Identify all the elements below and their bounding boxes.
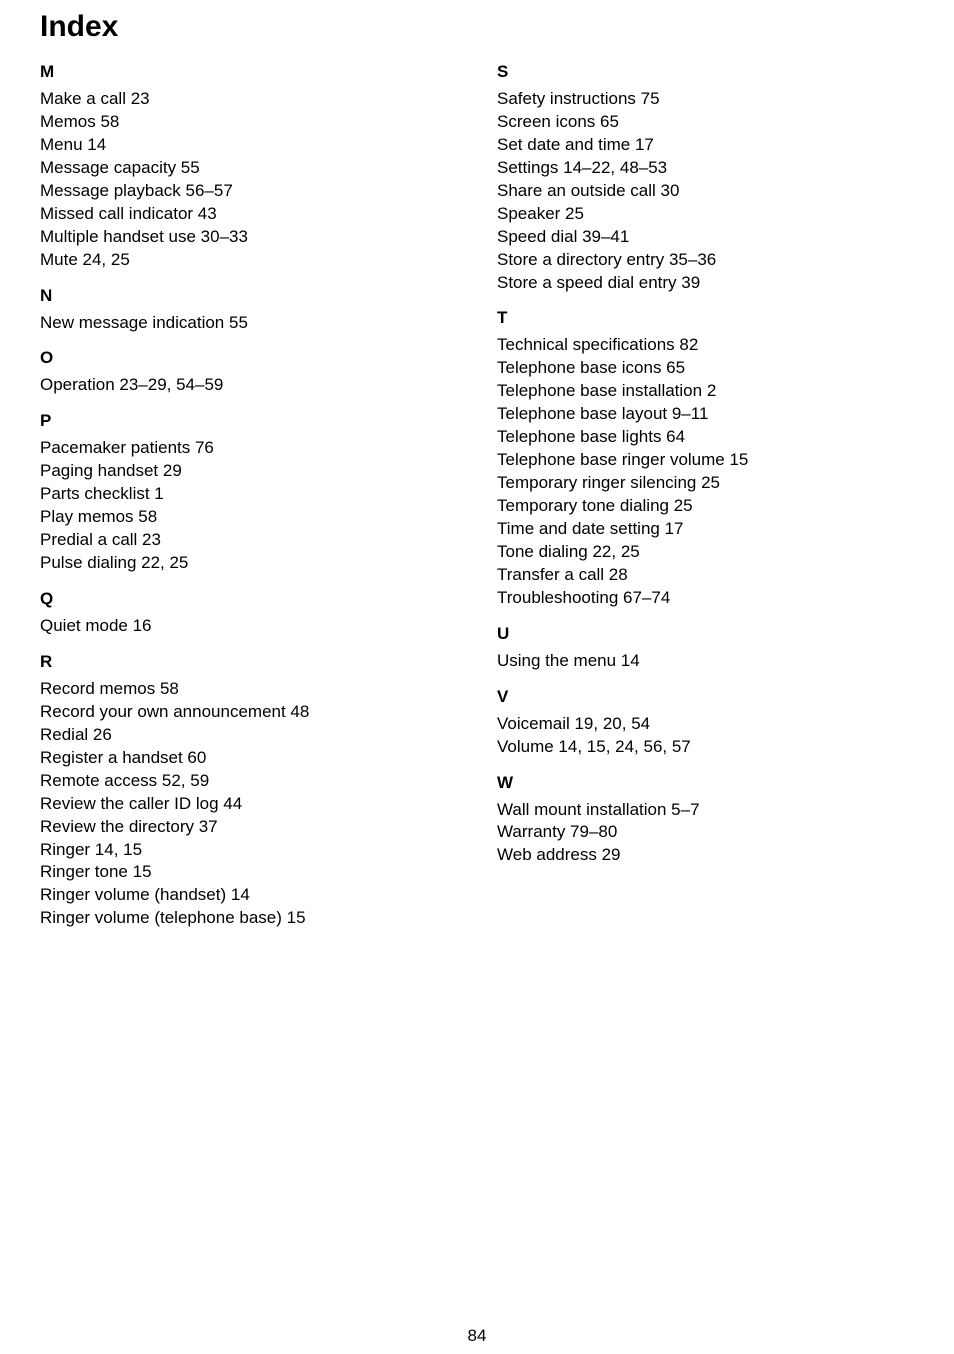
index-entry: Troubleshooting 67–74	[497, 587, 914, 610]
page-number: 84	[0, 1326, 954, 1346]
section-letter: U	[497, 624, 914, 644]
index-entry: Transfer a call 28	[497, 564, 914, 587]
index-entry: Store a speed dial entry 39	[497, 272, 914, 295]
index-entry: Parts checklist 1	[40, 483, 457, 506]
index-entry: Make a call 23	[40, 88, 457, 111]
index-section: R Record memos 58Record your own announce…	[40, 652, 457, 930]
section-letter: P	[40, 411, 457, 431]
index-entry: Operation 23–29, 54–59	[40, 374, 457, 397]
index-entry: Voicemail 19, 20, 54	[497, 713, 914, 736]
index-columns: M Make a call 23Memos 58Menu 14Message ca…	[40, 62, 914, 944]
section-letter: T	[497, 308, 914, 328]
index-entry: Review the caller ID log 44	[40, 793, 457, 816]
index-entry: Message playback 56–57	[40, 180, 457, 203]
index-entry: Quiet mode 16	[40, 615, 457, 638]
index-entry: Register a handset 60	[40, 747, 457, 770]
index-entry: Temporary tone dialing 25	[497, 495, 914, 518]
index-entry: Settings 14–22, 48–53	[497, 157, 914, 180]
index-entry: Menu 14	[40, 134, 457, 157]
section-letter: N	[40, 286, 457, 306]
index-entry: Telephone base ringer volume 15	[497, 449, 914, 472]
index-section: O Operation 23–29, 54–59	[40, 348, 457, 397]
index-entry: Share an outside call 30	[497, 180, 914, 203]
index-section: SSafety instructions 75Screen icons 65Se…	[497, 62, 914, 294]
section-letter: O	[40, 348, 457, 368]
section-letter: M	[40, 62, 457, 82]
index-section: Q Quiet mode 16	[40, 589, 457, 638]
index-entry: Pulse dialing 22, 25	[40, 552, 457, 575]
section-letter: W	[497, 773, 914, 793]
section-letter: R	[40, 652, 457, 672]
section-letter: S	[497, 62, 914, 82]
index-entry: Web address 29	[497, 844, 914, 867]
left-column: M Make a call 23Memos 58Menu 14Message ca…	[40, 62, 457, 944]
index-entry: Telephone base layout 9–11	[497, 403, 914, 426]
index-entry: Predial a call 23	[40, 529, 457, 552]
section-letter: V	[497, 687, 914, 707]
index-entry: Time and date setting 17	[497, 518, 914, 541]
index-section: N New message indication 55	[40, 286, 457, 335]
index-entry: Remote access 52, 59	[40, 770, 457, 793]
index-section: V Voicemail 19, 20, 54Volume 14, 15, 24, …	[497, 687, 914, 759]
index-entry: Warranty 79–80	[497, 821, 914, 844]
index-entry: Ringer volume (telephone base) 15	[40, 907, 457, 930]
index-entry: Play memos 58	[40, 506, 457, 529]
index-entry: Missed call indicator 43	[40, 203, 457, 226]
index-entry: Speed dial 39–41	[497, 226, 914, 249]
index-entry: Telephone base lights 64	[497, 426, 914, 449]
index-entry: New message indication 55	[40, 312, 457, 335]
index-entry: Message capacity 55	[40, 157, 457, 180]
index-entry: Mute 24, 25	[40, 249, 457, 272]
index-entry: Review the directory 37	[40, 816, 457, 839]
index-entry: Set date and time 17	[497, 134, 914, 157]
index-entry: Store a directory entry 35–36	[497, 249, 914, 272]
section-letter: Q	[40, 589, 457, 609]
index-section: TTechnical specifications 82Telephone ba…	[497, 308, 914, 609]
index-entry: Technical specifications 82	[497, 334, 914, 357]
index-entry: Wall mount installation 5–7	[497, 799, 914, 822]
index-entry: Ringer tone 15	[40, 861, 457, 884]
right-column: SSafety instructions 75Screen icons 65Se…	[497, 62, 914, 944]
index-entry: Screen icons 65	[497, 111, 914, 134]
index-entry: Paging handset 29	[40, 460, 457, 483]
index-entry: Ringer 14, 15	[40, 839, 457, 862]
index-entry: Pacemaker patients 76	[40, 437, 457, 460]
index-entry: Ringer volume (handset) 14	[40, 884, 457, 907]
index-entry: Memos 58	[40, 111, 457, 134]
index-section: PPacemaker patients 76Paging handset 29P…	[40, 411, 457, 575]
index-entry: Record memos 58	[40, 678, 457, 701]
index-section: U Using the menu 14	[497, 624, 914, 673]
index-entry: Tone dialing 22, 25	[497, 541, 914, 564]
index-entry: Using the menu 14	[497, 650, 914, 673]
index-entry: Record your own announcement 48	[40, 701, 457, 724]
index-section: M Make a call 23Memos 58Menu 14Message ca…	[40, 62, 457, 272]
index-entry: Volume 14, 15, 24, 56, 57	[497, 736, 914, 759]
index-entry: Multiple handset use 30–33	[40, 226, 457, 249]
index-entry: Redial 26	[40, 724, 457, 747]
index-section: W Wall mount installation 5–7Warranty 79–…	[497, 773, 914, 868]
page-title: Index	[40, 10, 914, 44]
index-entry: Speaker 25	[497, 203, 914, 226]
index-entry: Telephone base icons 65	[497, 357, 914, 380]
index-entry: Temporary ringer silencing 25	[497, 472, 914, 495]
index-entry: Telephone base installation 2	[497, 380, 914, 403]
index-entry: Safety instructions 75	[497, 88, 914, 111]
